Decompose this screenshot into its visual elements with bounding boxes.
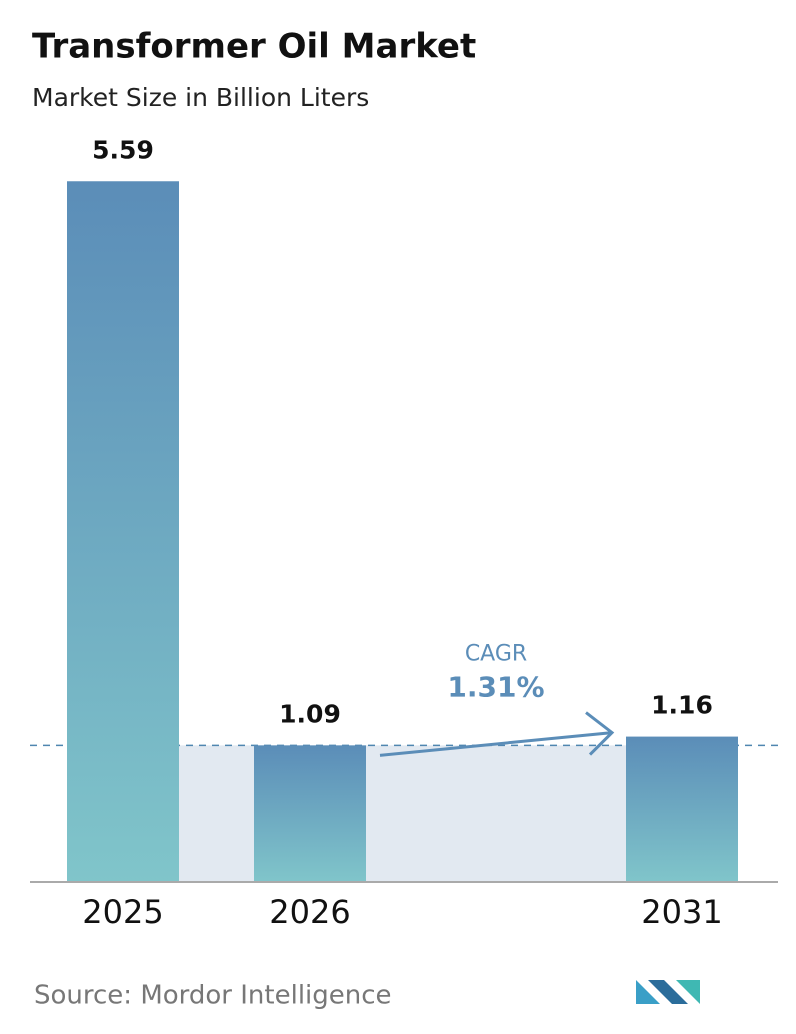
cagr-label: CAGR	[465, 642, 527, 667]
value-label: 1.16	[651, 691, 713, 720]
bar	[67, 181, 179, 883]
cagr-arrow	[379, 731, 613, 757]
value-label: 5.59	[92, 135, 154, 164]
bar	[254, 745, 366, 882]
x-tick-label: 2025	[82, 893, 163, 931]
x-tick-label: 2026	[269, 893, 350, 931]
x-tick-label: 2031	[641, 893, 722, 931]
bar	[626, 736, 738, 882]
logo	[636, 980, 700, 1004]
cagr-arrowhead	[585, 711, 615, 756]
source: Source: Mordor Intelligence	[34, 981, 392, 1011]
cagr-value: 1.31%	[447, 671, 544, 704]
plot-area: 5.59 2025 1.09 2026 1.16 2031 CAGR 1.31%	[30, 135, 780, 931]
value-label: 1.09	[279, 699, 341, 728]
chart-title: Transformer Oil Market	[32, 27, 476, 67]
chart-subtitle: Market Size in Billion Liters	[32, 83, 369, 112]
